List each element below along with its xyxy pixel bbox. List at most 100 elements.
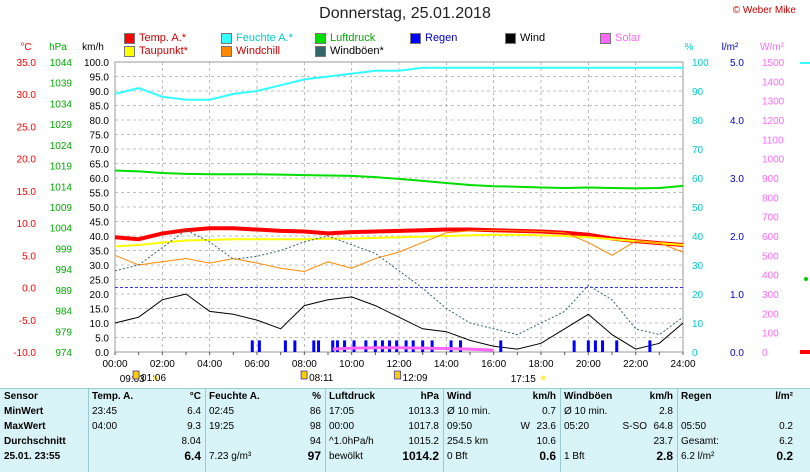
header-gust: Windböen <box>564 391 613 402</box>
x-tick-label: 16:00 <box>481 359 506 370</box>
wind-axis-tick: 75.0 <box>90 131 110 142</box>
wind-distance: 254.5 km <box>447 436 489 447</box>
wind-axis-tick: 15.0 <box>90 305 110 316</box>
unit-temp: °C <box>189 391 201 402</box>
humidity-axis-tick: 70 <box>692 145 704 156</box>
wind-axis-tick: 60.0 <box>90 174 110 185</box>
solar-axis-tick: 600 <box>762 232 779 243</box>
rain-bar <box>449 340 453 352</box>
humidity-axis-tick: 40 <box>692 232 704 243</box>
rain-bar <box>335 340 339 352</box>
series-line <box>114 229 684 272</box>
solar-axis-tick: 500 <box>762 251 779 262</box>
humidity-axis-tick: 50 <box>692 203 704 214</box>
rain-bar <box>364 340 368 352</box>
legend-swatch <box>505 32 516 44</box>
rain-bar <box>293 340 297 352</box>
legend-swatch <box>410 32 421 44</box>
solar-axis-tick: 1200 <box>762 116 785 127</box>
row-label: Durchschnitt <box>4 436 66 447</box>
rain-value: 0.2 <box>779 421 793 432</box>
current-indicator <box>800 350 810 354</box>
sun-marker-label: 01:06 <box>141 373 166 384</box>
unit-wind: km/h <box>532 391 556 402</box>
wind-axis-tick: 80.0 <box>90 116 110 127</box>
rain-bar <box>430 340 434 352</box>
solar-axis-tick: 700 <box>762 213 779 224</box>
rain-axis-tick: 1.0 <box>730 290 744 301</box>
rain-bar <box>572 340 576 352</box>
sun-marker <box>300 370 308 380</box>
wind-axis-tick: 65.0 <box>90 160 110 171</box>
sun-marker-label: 17:15 <box>511 374 536 385</box>
pressure-axis-tick: 1029 <box>50 120 73 131</box>
pressure-axis-tick: 974 <box>55 348 72 359</box>
x-tick-label: 14:00 <box>434 359 459 370</box>
legend-swatch <box>315 32 326 44</box>
temp-current: 6.4 <box>184 449 201 463</box>
rain-current: 0.2 <box>776 449 793 463</box>
wind-time: Ø 10 min. <box>447 406 491 417</box>
header-wind: Wind <box>447 391 472 402</box>
pressure-axis-tick: 1039 <box>50 79 73 90</box>
wind-axis-tick: 100.0 <box>84 58 109 69</box>
legend-label: Luftdruck <box>330 32 376 44</box>
legend-item: Feuchte A.* <box>221 32 293 44</box>
rain-bar <box>404 340 408 352</box>
rain-bar <box>648 340 652 352</box>
stats-col-temp: Temp. A. °C 23:45 6.4 04:00 9.3 8.04 6.4 <box>88 389 205 472</box>
gust-current: 2.8 <box>656 449 673 463</box>
stats-table: Sensor MinWert MaxWert Durchschnitt 25.0… <box>0 388 810 472</box>
wind-value: 23.6 <box>536 421 556 432</box>
stats-col-humidity: Feuchte A.% 02:45 86 19:25 98 94 7.23 g/m³… <box>205 389 325 472</box>
solar-axis-tick: 100 <box>762 329 779 340</box>
rain-axis-tick: 2.0 <box>730 232 744 243</box>
legend-label: Regen <box>425 32 458 44</box>
sun-marker-label: 08:11 <box>309 373 334 384</box>
rain-bar <box>257 340 261 352</box>
header-sensor: Sensor <box>4 391 38 402</box>
legend-swatch <box>124 45 135 57</box>
humidity-axis-tick: 20 <box>692 290 704 301</box>
sun-marker <box>153 375 159 381</box>
sun-marker <box>394 370 401 380</box>
legend-item: Taupunkt* <box>124 45 188 57</box>
legend-item: Regen <box>410 32 457 44</box>
legend-label: Windböen* <box>330 45 384 57</box>
temp-axis-tick: -5.0 <box>19 316 37 327</box>
x-tick-label: 20:00 <box>576 359 601 370</box>
rain-bar <box>615 340 619 352</box>
legend-item: Wind <box>505 32 545 44</box>
solar-axis-tick: 1400 <box>762 77 785 88</box>
legend-item: Luftdruck <box>315 32 375 44</box>
wind-axis-unit: km/h <box>82 42 104 53</box>
row-label: MinWert <box>4 406 44 417</box>
gust-time: 05:20 <box>564 421 590 432</box>
pressure-axis-tick: 989 <box>55 286 72 297</box>
row-label: 25.01. 23:55 <box>4 451 61 462</box>
stats-col-pressure: Luftdruck hPa 17:05 1013.3 00:00 1017.8 ^1.… <box>325 389 443 472</box>
press-value: 1017.8 <box>408 421 439 432</box>
rain-bar <box>380 340 384 352</box>
pressure-axis-tick: 1024 <box>50 141 73 152</box>
temp-axis-tick: 20.0 <box>17 155 37 166</box>
wind-axis-tick: 50.0 <box>90 203 110 214</box>
pressure-axis-tick: 1004 <box>50 224 73 235</box>
wind-axis-tick: 85.0 <box>90 102 110 113</box>
series-line <box>114 226 684 248</box>
legend-label: Wind <box>520 32 546 44</box>
humidity-axis-tick: 30 <box>692 261 704 272</box>
rain-time: 05:50 <box>681 421 707 432</box>
legend-swatch <box>221 32 232 44</box>
rain-bar <box>331 340 335 352</box>
x-tick-label: 06:00 <box>244 359 269 370</box>
wind-current: 0.6 <box>539 449 556 463</box>
pressure-axis-tick: 1034 <box>50 99 73 110</box>
gust-value: 64.8 <box>653 421 673 432</box>
solar-axis-tick: 900 <box>762 174 779 185</box>
press-value: 1013.3 <box>408 406 439 417</box>
legend-swatch <box>315 45 326 57</box>
gust-value: 2.8 <box>659 406 673 417</box>
rain-bar <box>343 340 347 352</box>
press-value: 1015.2 <box>408 436 439 447</box>
